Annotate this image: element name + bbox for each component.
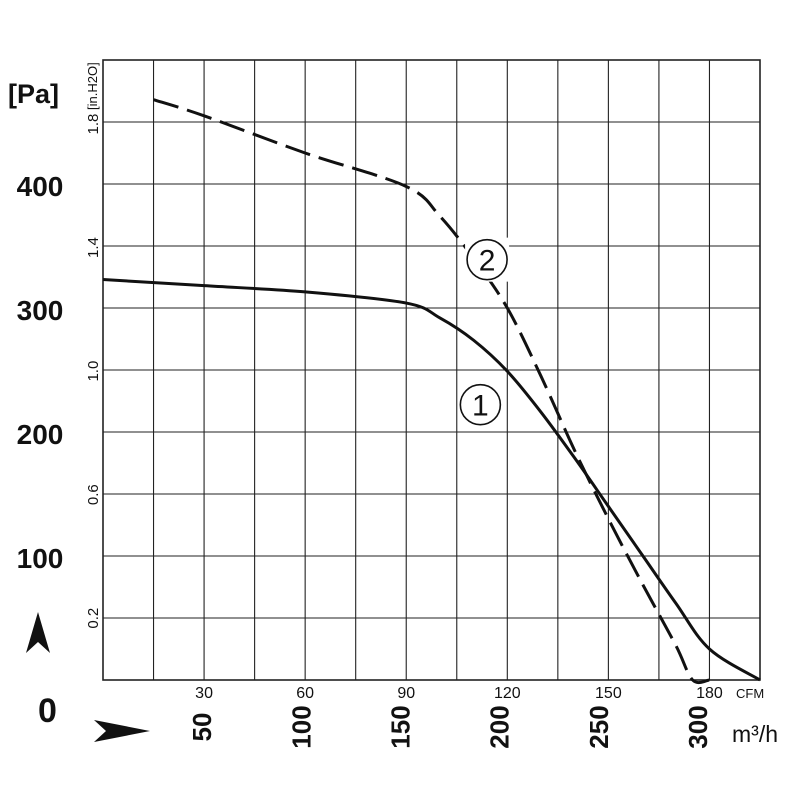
right-arrowhead-icon (94, 720, 150, 742)
m3h-tick-label: 300 (683, 705, 713, 748)
up-arrowhead-icon (26, 612, 50, 653)
cfm-tick-label: 180 (696, 685, 723, 702)
pa-tick-label: 300 (17, 295, 64, 326)
pa-tick-label: 200 (17, 419, 64, 450)
m3h-tick-label: 250 (584, 705, 614, 748)
pa-unit-label: [Pa] (8, 79, 59, 109)
curve-2-line (153, 98, 710, 685)
curve-label-circle (466, 238, 508, 281)
curve-2-label: 2 (479, 245, 496, 278)
cfm-tick-label: 150 (595, 685, 622, 702)
m3h-tick-label: 50 (187, 713, 217, 742)
m3h-unit-label: m³/h (732, 721, 778, 747)
inh2o-tick-label: 0.6 (85, 484, 102, 505)
m3h-tick-label: 150 (385, 705, 415, 748)
curves (102, 98, 761, 685)
inh2o-tick-label: 1.8 (85, 114, 102, 135)
cfm-unit-label: CFM (736, 686, 764, 701)
curve-1-line (102, 277, 761, 682)
curve-1-label: 1 (472, 390, 489, 423)
m3h-tick-label: 200 (485, 705, 515, 748)
cfm-tick-label: 90 (397, 685, 415, 702)
cfm-tick-label: 30 (195, 685, 213, 702)
cfm-tick-label: 60 (296, 685, 314, 702)
m3h-tick-label: 100 (286, 705, 316, 748)
inh2o-tick-label: 1.4 (85, 237, 102, 258)
curve-label-circle (459, 383, 502, 426)
pa-zero-label: 0 (38, 692, 57, 730)
grid (102, 59, 761, 681)
inh2o-unit-label: [in.H2O] (85, 62, 100, 110)
cfm-tick-label: 120 (494, 685, 521, 702)
inh2o-tick-label: 0.2 (85, 608, 102, 629)
pa-tick-label: 400 (17, 171, 64, 202)
inh2o-tick-label: 1.0 (85, 361, 102, 382)
pa-tick-label: 100 (17, 543, 64, 574)
